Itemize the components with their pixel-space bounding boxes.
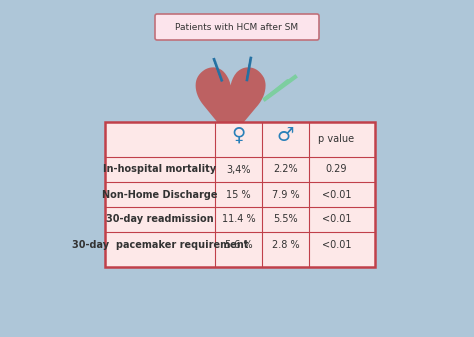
Text: |: | [241, 56, 255, 82]
Text: 5.5%: 5.5% [273, 214, 298, 224]
Text: <0.01: <0.01 [322, 189, 351, 200]
Text: <0.01: <0.01 [322, 214, 351, 224]
Text: |: | [210, 56, 227, 82]
Text: Non-Home Discharge: Non-Home Discharge [102, 189, 218, 200]
Text: 30-day  pacemaker requirement: 30-day pacemaker requirement [72, 240, 248, 249]
Text: Patients with HCM after SM: Patients with HCM after SM [175, 23, 299, 31]
Text: ♥: ♥ [186, 65, 273, 158]
Text: In-hospital mortality: In-hospital mortality [103, 164, 217, 175]
FancyBboxPatch shape [105, 122, 375, 267]
Text: 2.8 %: 2.8 % [272, 240, 299, 249]
Text: 11.4 %: 11.4 % [222, 214, 255, 224]
FancyBboxPatch shape [155, 14, 319, 40]
Text: ♂: ♂ [277, 126, 294, 145]
Text: 2.2%: 2.2% [273, 164, 298, 175]
Text: 15 %: 15 % [226, 189, 251, 200]
Text: 0.29: 0.29 [326, 164, 347, 175]
Text: 3,4%: 3,4% [226, 164, 251, 175]
Text: 30-day readmission: 30-day readmission [106, 214, 214, 224]
Text: p value: p value [319, 134, 355, 145]
Text: <0.01: <0.01 [322, 240, 351, 249]
Text: 7.9 %: 7.9 % [272, 189, 299, 200]
Text: 5.6 %: 5.6 % [225, 240, 252, 249]
Text: ♀: ♀ [231, 126, 246, 145]
